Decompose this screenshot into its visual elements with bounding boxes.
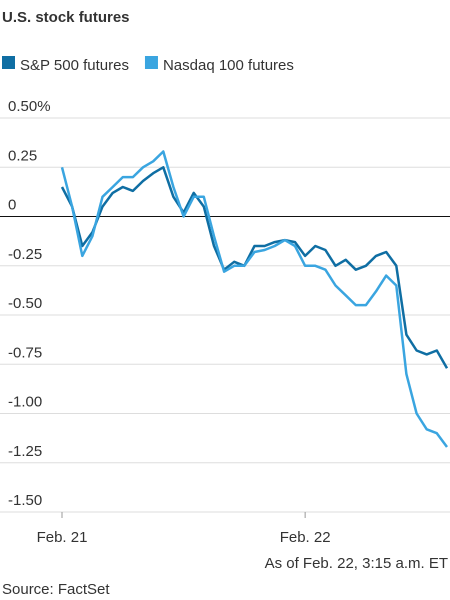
series-line [60, 150, 449, 448]
y-tick-label: 0.25 [8, 147, 37, 164]
legend-label: Nasdaq 100 futures [163, 57, 294, 74]
y-tick-label: -1.25 [8, 443, 42, 460]
series-line [60, 166, 449, 369]
y-tick-label: -0.75 [8, 344, 42, 361]
source: Source: FactSet [2, 581, 110, 598]
legend-swatch [2, 56, 15, 69]
y-tick-label: -0.50 [8, 295, 42, 312]
legend-label: S&P 500 futures [20, 57, 129, 74]
y-tick-label: -0.25 [8, 246, 42, 263]
x-tick-label: Feb. 21 [37, 529, 88, 546]
x-tick-label: Feb. 22 [280, 529, 331, 546]
y-tick-label: 0.50% [8, 98, 51, 115]
legend-swatch [144, 56, 158, 69]
annotation: As of Feb. 22, 3:15 a.m. ET [265, 555, 448, 572]
y-tick-label: -1.50 [8, 492, 42, 509]
y-tick-label: -1.00 [8, 394, 42, 411]
y-tick-label: 0 [8, 197, 16, 214]
chart-title: U.S. stock futures [2, 9, 130, 26]
